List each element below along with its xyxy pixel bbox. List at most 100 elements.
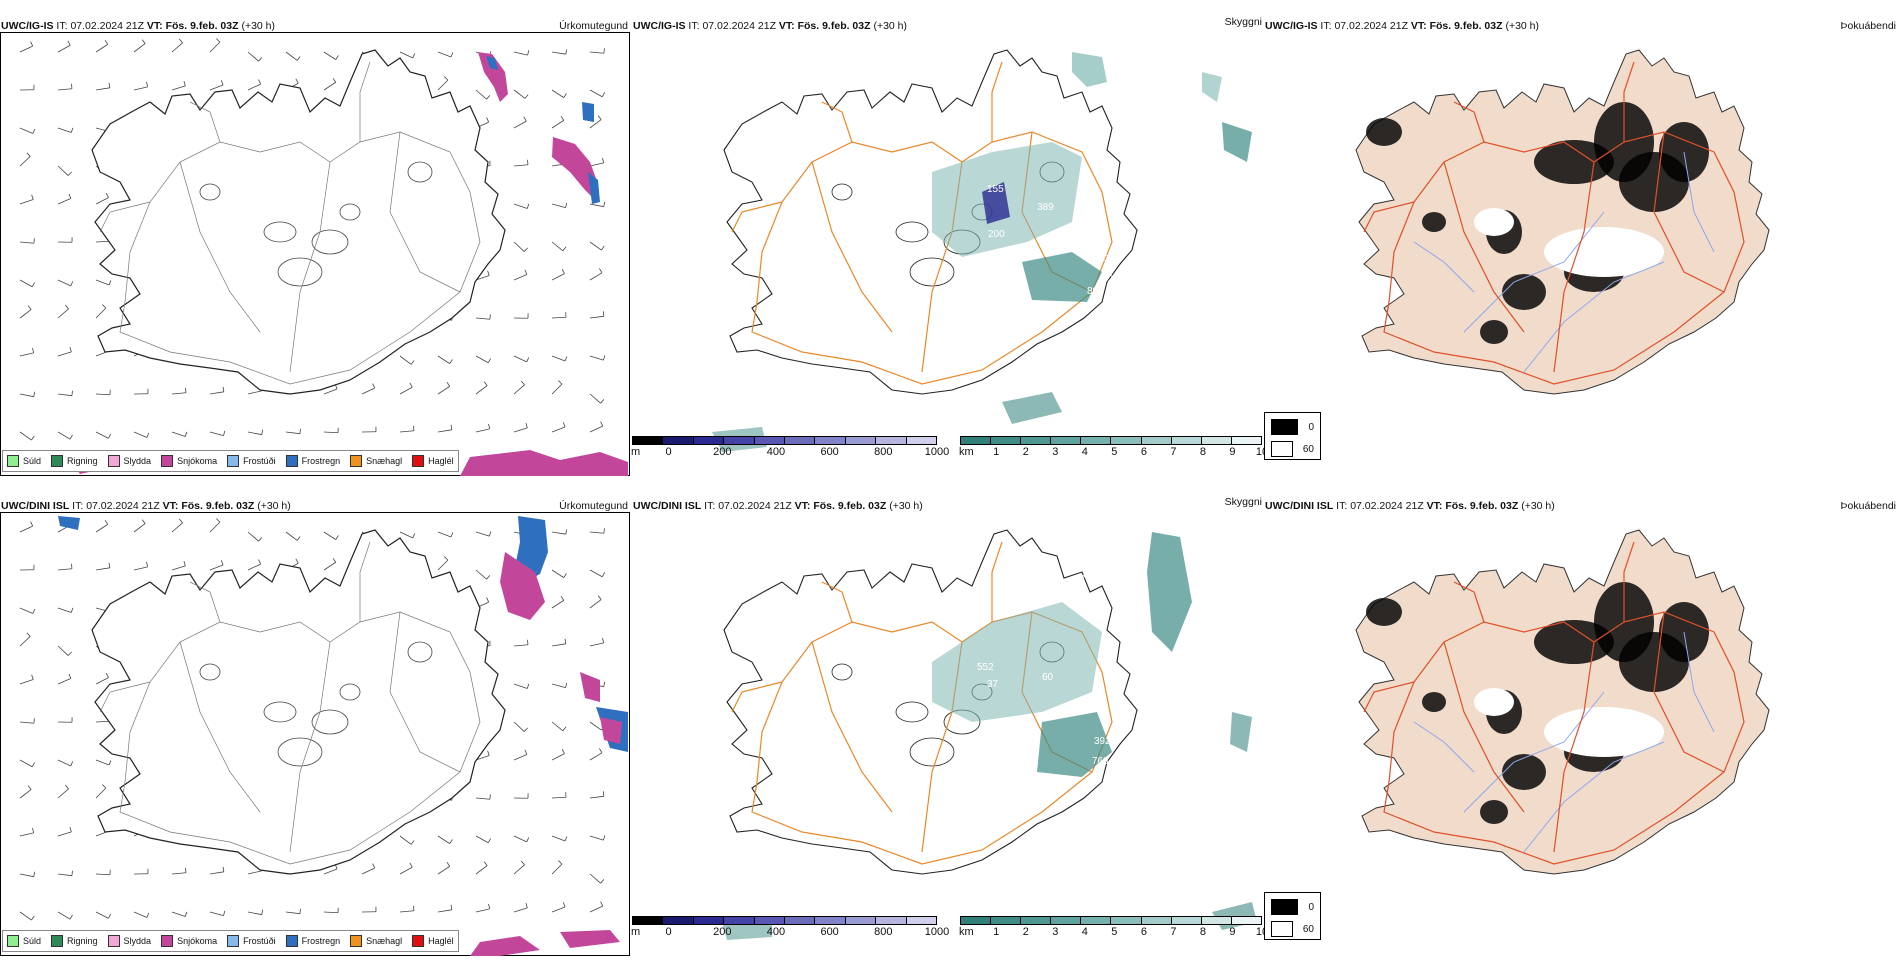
colorbar-segment: [694, 917, 724, 924]
colorbar-tick: 6: [1141, 446, 1147, 458]
colorbar-segment: [1021, 917, 1051, 924]
colorbar-segment: [724, 437, 754, 444]
colorbar-segment: [633, 437, 663, 444]
precip-panel-top: UWC/IG-IS IT: 07.02.2024 21Z VT: Fös. 9.…: [0, 12, 632, 480]
legend-label: Frostregn: [302, 936, 341, 946]
legend-item: Snjókoma: [161, 935, 217, 947]
colorbar-segment: [724, 917, 754, 924]
visibility-panel-bottom: UWC/DINI ISL IT: 07.02.2024 21Z VT: Fös.…: [632, 492, 1264, 960]
legend-item: Slydda: [108, 455, 152, 467]
legend-label: Snæhagl: [366, 456, 402, 466]
colorbar-tick: 1000: [925, 926, 949, 938]
visibility-label: Skyggni: [1225, 16, 1262, 28]
legend-label: Rigning: [67, 456, 98, 466]
legend-swatch: [51, 935, 63, 947]
colorbar-tick: 4: [1082, 446, 1088, 458]
colorbar-segment: [663, 437, 693, 444]
fog-label: Þokuábendi: [1841, 500, 1896, 512]
legend-item: Súld: [7, 455, 41, 467]
legend-swatch: [286, 455, 298, 467]
visibility-panel-top: UWC/IG-IS IT: 07.02.2024 21Z VT: Fös. 9.…: [632, 12, 1264, 480]
panel-title: UWC/IG-IS IT: 07.02.2024 21Z VT: Fös. 9.…: [1265, 20, 1539, 32]
visibility-value: 60: [1042, 672, 1054, 683]
colorbar-segment: [785, 437, 815, 444]
colorbar-segment: [663, 917, 693, 924]
colorbar-segment: [785, 917, 815, 924]
panel-title: UWC/IG-IS IT: 07.02.2024 21Z VT: Fös. 9.…: [1, 20, 275, 32]
colorbar-segment: [1111, 917, 1141, 924]
colorbar-tick: 5: [1111, 926, 1117, 938]
colorbar-segment: [991, 917, 1021, 924]
visibility-value: 130: [1082, 554, 1099, 565]
colorbar-segment: [876, 437, 906, 444]
legend-label: Haglél: [428, 936, 454, 946]
colorbar-tick: 2: [1023, 926, 1029, 938]
colorbar-tick: 1: [993, 926, 999, 938]
legend-item: Frostúði: [227, 935, 276, 947]
legend-item: Rigning: [51, 455, 98, 467]
fog-scale-entry: 60: [1271, 921, 1314, 937]
fog-scale-entry: 60: [1271, 441, 1314, 457]
visibility-value: 389: [1037, 202, 1054, 213]
legend-swatch: [227, 935, 239, 947]
precip-map: [0, 512, 630, 956]
fog-scale-entry: 0: [1271, 419, 1314, 435]
colorbar-tick: 9: [1229, 446, 1235, 458]
legend-item: Frostregn: [286, 935, 341, 947]
colorbar-segment: [1081, 437, 1111, 444]
colorbar-segment: [755, 917, 785, 924]
colorbar-segment: [1142, 917, 1172, 924]
fog-panel-top: UWC/IG-IS IT: 07.02.2024 21Z VT: Fös. 9.…: [1264, 12, 1896, 480]
legend-label: Haglél: [428, 456, 454, 466]
legend-swatch: [286, 935, 298, 947]
legend-swatch: [161, 935, 173, 947]
colorbar-unit: km: [959, 926, 974, 938]
colorbar-segment: [961, 917, 991, 924]
legend-item: Slydda: [108, 935, 152, 947]
legend-swatch: [412, 455, 424, 467]
colorbar-tick: 200: [713, 926, 731, 938]
fog-scale-swatch: [1271, 441, 1293, 457]
colorbar-segment: [694, 437, 724, 444]
colorbar-segment: [1172, 917, 1202, 924]
colorbar-tick: 8: [1200, 926, 1206, 938]
colorbar-segment: [1051, 437, 1081, 444]
legend-label: Frostúði: [243, 936, 276, 946]
legend-label: Súld: [23, 456, 41, 466]
visibility-value: 768: [1092, 756, 1109, 767]
visibility-value: 527: [1102, 274, 1119, 285]
legend-label: Snæhagl: [366, 936, 402, 946]
precip-panel-bottom: UWC/DINI ISL IT: 07.02.2024 21Z VT: Fös.…: [0, 492, 632, 960]
visibility-value: 200: [988, 229, 1005, 240]
visibility-value: 155: [987, 184, 1004, 195]
colorbar-tick: 800: [874, 446, 892, 458]
fog-label: Þokuábendi: [1841, 20, 1896, 32]
legend-swatch: [108, 455, 120, 467]
colorbar-tick: 8: [1200, 446, 1206, 458]
colorbar-unit: m: [631, 446, 640, 458]
colorbar-tick: 7: [1170, 926, 1176, 938]
legend-swatch: [350, 935, 362, 947]
fog-scale-swatch: [1271, 921, 1293, 937]
legend-label: Frostúði: [243, 456, 276, 466]
panel-title: UWC/DINI ISL IT: 07.02.2024 21Z VT: Fös.…: [633, 500, 923, 512]
colorbar-tick: 1: [993, 446, 999, 458]
colorbar-tick: 4: [1082, 926, 1088, 938]
legend-item: Súld: [7, 935, 41, 947]
colorbar-segment: [1081, 917, 1111, 924]
fog-scale-swatch: [1271, 899, 1298, 915]
fog-scale-label: 0: [1308, 422, 1314, 433]
visibility-value: 37: [987, 679, 999, 690]
visibility-value: 392: [1094, 736, 1111, 747]
colorbar-segment: [1111, 437, 1141, 444]
colorbar-tick: 800: [874, 926, 892, 938]
legend-swatch: [412, 935, 424, 947]
precip-type-label: Úrkomutegund: [559, 500, 628, 512]
